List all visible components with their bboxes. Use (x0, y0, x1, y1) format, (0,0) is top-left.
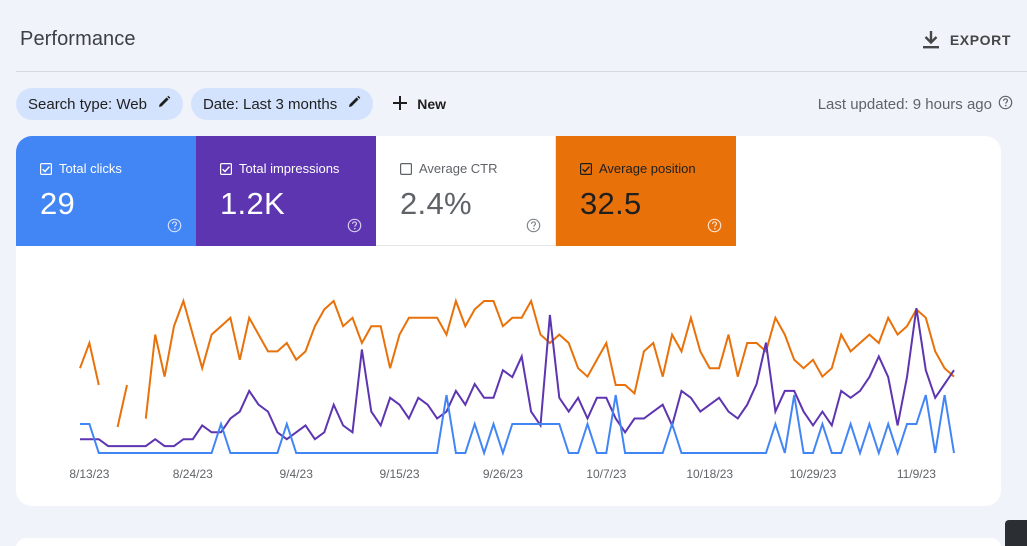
new-filter-button[interactable]: New (393, 95, 446, 113)
metric-value: 29 (40, 186, 76, 221)
x-tick-label: 8/13/23 (69, 467, 109, 481)
lower-card (16, 538, 1001, 546)
performance-chart[interactable]: 8/13/23 8/24/23 9/4/23 9/15/23 9/26/23 10/7/2… (16, 246, 1001, 506)
x-tick-label: 11/9/23 (897, 467, 936, 481)
checkbox-checked-icon[interactable] (580, 162, 592, 175)
metric-label: Average CTR (419, 161, 498, 176)
metric-cards: Total clicks 29 Total impressions 1.2K (16, 136, 736, 246)
metric-label: Total impressions (239, 161, 340, 176)
line-chart: 8/13/23 8/24/23 9/4/23 9/15/23 9/26/23 10/7/2… (69, 297, 955, 481)
search-type-chip[interactable]: Search type: Web (16, 88, 183, 120)
extension-badge[interactable] (1005, 520, 1027, 546)
x-tick-label: 10/7/23 (586, 467, 626, 481)
date-chip[interactable]: Date: Last 3 months (190, 88, 374, 120)
performance-card: Total clicks 29 Total impressions 1.2K (16, 136, 1001, 506)
metric-total-clicks[interactable]: Total clicks 29 (16, 136, 196, 246)
download-icon (922, 30, 940, 50)
series-line-total-clicks (80, 394, 955, 457)
metric-total-impressions[interactable]: Total impressions 1.2K (196, 136, 376, 246)
metric-label: Total clicks (59, 161, 122, 176)
metric-average-ctr[interactable]: Average CTR 2.4% (376, 136, 556, 246)
help-circle-icon[interactable] (707, 218, 722, 238)
x-tick-label: 10/18/23 (686, 467, 733, 481)
x-tick-label: 10/29/23 (790, 467, 837, 481)
x-tick-label: 9/26/23 (483, 467, 523, 481)
plus-icon (393, 95, 408, 113)
x-tick-label: 9/4/23 (280, 467, 314, 481)
last-updated: Last updated: 9 hours ago (818, 95, 1013, 114)
series-line-average-position (79, 297, 955, 428)
new-filter-label: New (417, 96, 446, 112)
search-type-label: Search type: Web (28, 95, 147, 113)
x-tick-label: 8/24/23 (173, 467, 213, 481)
page-title: Performance (20, 28, 136, 50)
checkbox-checked-icon[interactable] (220, 162, 232, 175)
help-circle-icon[interactable] (526, 218, 541, 238)
checkbox-checked-icon[interactable] (40, 162, 52, 175)
last-updated-text: Last updated: 9 hours ago (817, 96, 992, 113)
export-label: EXPORT (949, 32, 1011, 48)
metric-average-position[interactable]: Average position 32.5 (556, 136, 736, 246)
export-button[interactable]: EXPORT (922, 26, 1011, 54)
metric-value: 1.2K (220, 186, 285, 221)
series-line-total-impressions (80, 307, 955, 448)
help-circle-icon[interactable] (167, 218, 182, 238)
pencil-icon[interactable] (157, 95, 171, 113)
filter-bar: Search type: Web Date: Last 3 months New (16, 88, 446, 120)
date-label: Date: Last 3 months (202, 95, 338, 113)
header-divider (16, 71, 1027, 72)
checkbox-unchecked-icon[interactable] (400, 162, 412, 175)
x-tick-label: 9/15/23 (379, 467, 419, 481)
pencil-icon[interactable] (347, 95, 361, 113)
metric-value: 32.5 (580, 186, 642, 221)
help-circle-icon[interactable] (998, 95, 1013, 114)
metric-label: Average position (599, 161, 696, 176)
metric-value: 2.4% (400, 186, 472, 221)
help-circle-icon[interactable] (347, 218, 362, 238)
page-header: Performance EXPORT (0, 0, 1027, 72)
